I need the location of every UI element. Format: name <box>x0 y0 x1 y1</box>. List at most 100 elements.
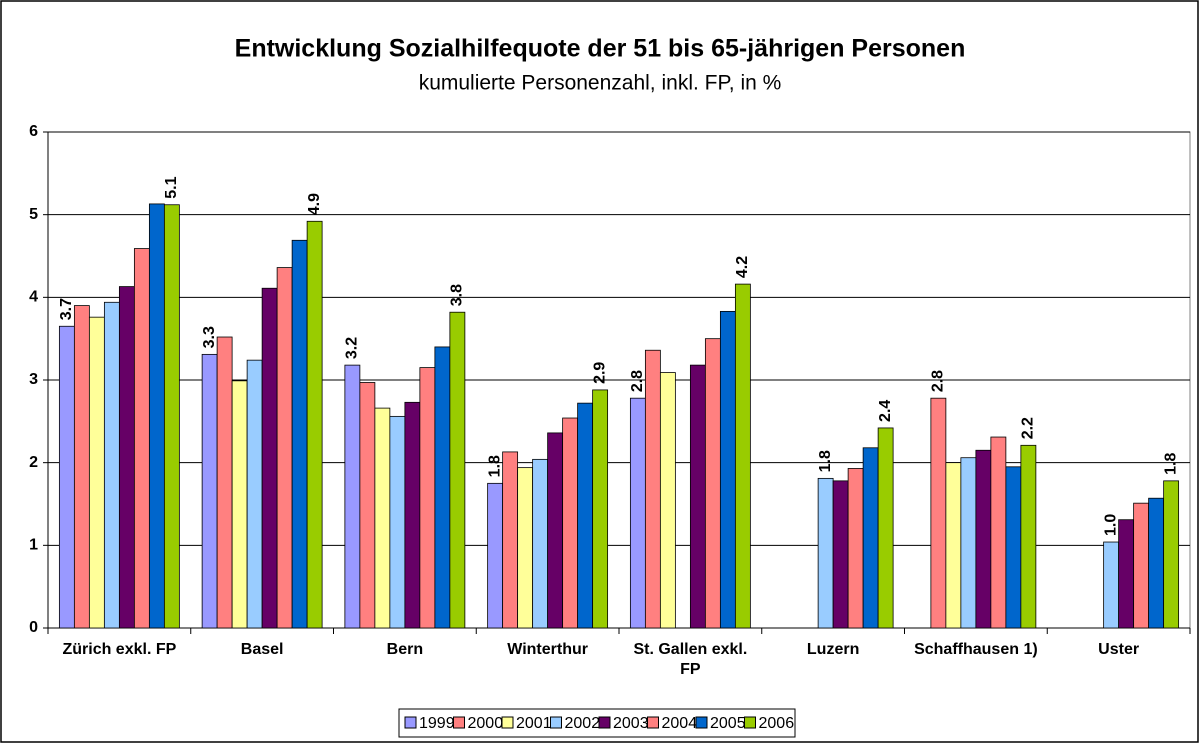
value-label: 4.2 <box>734 256 751 278</box>
x-tick-label: Schaffhausen 1) <box>914 641 1038 658</box>
bar <box>88 316 105 629</box>
bar <box>644 349 661 629</box>
legend-swatch <box>647 716 659 729</box>
bar <box>359 382 376 629</box>
bar <box>276 267 293 629</box>
value-label: 3.2 <box>344 337 361 359</box>
bar <box>118 286 135 629</box>
chart-subtitle: kumulierte Personenzahl, inkl. FP, in % <box>419 72 782 95</box>
legend-label: 2002 <box>565 715 601 732</box>
y-tick-label: 4 <box>29 289 38 306</box>
value-label: 3.7 <box>58 298 75 320</box>
value-label: 2.8 <box>629 370 646 392</box>
bar <box>1148 497 1165 629</box>
legend-swatch <box>550 716 562 729</box>
value-label: 1.8 <box>1162 453 1179 475</box>
legend-label: 2000 <box>468 715 504 732</box>
y-tick-label: 3 <box>29 371 38 388</box>
y-tick-label: 5 <box>29 206 38 223</box>
bar <box>547 432 564 629</box>
value-label: 4.9 <box>306 193 323 215</box>
bar <box>231 380 248 629</box>
bar <box>990 436 1007 629</box>
bar <box>1103 541 1120 629</box>
bar <box>261 287 278 629</box>
value-label: 2.2 <box>1020 417 1037 439</box>
bar <box>960 457 977 629</box>
value-label: 2.9 <box>591 362 608 384</box>
x-tick-label: Uster <box>1098 641 1140 658</box>
value-label: 3.8 <box>449 284 466 306</box>
value-label: 5.1 <box>163 176 180 198</box>
legend-swatch <box>598 716 611 729</box>
bar <box>344 364 361 629</box>
legend-swatch <box>744 716 756 729</box>
x-tick-label: Winterthur <box>507 641 588 658</box>
bar <box>877 427 894 629</box>
bar <box>449 311 466 629</box>
bar <box>689 364 706 629</box>
value-label: 2.4 <box>877 400 894 422</box>
legend-swatch <box>501 716 514 729</box>
value-label: 1.8 <box>817 450 834 472</box>
bar <box>1118 519 1135 629</box>
bar <box>434 346 451 629</box>
x-tick-label: Basel <box>240 641 284 658</box>
x-tick-label: Zürich exkl. FP <box>62 641 177 658</box>
y-tick-label: 1 <box>29 537 38 554</box>
bar <box>975 449 992 629</box>
legend-swatch <box>453 716 465 729</box>
legend-label: 2006 <box>759 715 795 732</box>
bar <box>592 389 609 629</box>
legend-label: 2004 <box>662 715 698 732</box>
bar <box>103 301 120 629</box>
bar <box>58 325 75 629</box>
value-label: 1.8 <box>486 455 503 477</box>
bar <box>201 353 218 629</box>
legend-swatch <box>404 716 417 729</box>
bar <box>719 310 736 629</box>
bar <box>577 402 594 629</box>
bar <box>659 372 676 629</box>
bar <box>945 462 962 629</box>
bar <box>517 467 534 629</box>
bar <box>419 367 436 629</box>
legend-label: 2001 <box>516 715 552 732</box>
bar <box>734 283 751 629</box>
bar <box>502 451 519 629</box>
y-tick-label: 6 <box>29 123 38 140</box>
bar <box>1163 480 1180 629</box>
bar <box>562 417 579 629</box>
x-tick-label: St. Gallen exkl. FP <box>633 641 748 678</box>
bar <box>532 458 549 629</box>
bar <box>291 239 308 629</box>
bar <box>832 480 849 629</box>
y-tick-label: 0 <box>29 619 38 636</box>
value-label: 2.8 <box>930 370 947 392</box>
bar <box>163 204 180 629</box>
bar <box>847 468 864 629</box>
value-label: 3.3 <box>201 326 218 348</box>
bar <box>487 482 504 629</box>
legend-label: 1999 <box>419 715 455 732</box>
value-label: 1.0 <box>1102 514 1119 536</box>
bar <box>1020 444 1037 629</box>
chart-title: Entwicklung Sozialhilfequote der 51 bis … <box>235 35 966 63</box>
bar <box>817 477 834 629</box>
y-tick-label: 2 <box>29 454 38 471</box>
legend-swatch <box>695 716 708 729</box>
bar <box>133 248 150 629</box>
bar <box>404 401 421 629</box>
bar <box>1005 466 1022 629</box>
bar <box>216 336 233 629</box>
x-tick-label: Luzern <box>806 641 860 658</box>
legend-label: 2003 <box>613 715 649 732</box>
bar <box>148 203 165 629</box>
legend-label: 2005 <box>710 715 746 732</box>
bar <box>704 338 721 629</box>
x-tick-label: Bern <box>386 641 424 658</box>
bar <box>374 407 391 629</box>
bar <box>246 359 263 629</box>
